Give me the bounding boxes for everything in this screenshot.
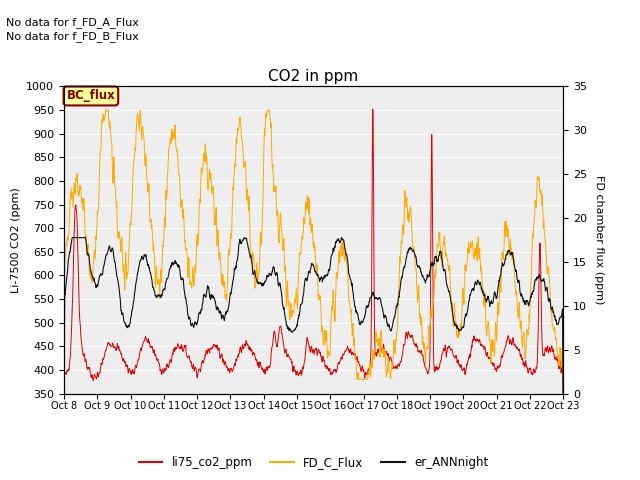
Text: No data for f_FD_B_Flux: No data for f_FD_B_Flux <box>6 31 140 42</box>
Title: CO2 in ppm: CO2 in ppm <box>268 69 359 84</box>
Y-axis label: FD chamber flux (ppm): FD chamber flux (ppm) <box>594 175 604 305</box>
Text: BC_flux: BC_flux <box>67 89 115 102</box>
Legend: li75_co2_ppm, FD_C_Flux, er_ANNnight: li75_co2_ppm, FD_C_Flux, er_ANNnight <box>134 452 493 474</box>
Text: No data for f_FD_A_Flux: No data for f_FD_A_Flux <box>6 17 140 28</box>
Y-axis label: Li-7500 CO2 (ppm): Li-7500 CO2 (ppm) <box>11 187 20 293</box>
